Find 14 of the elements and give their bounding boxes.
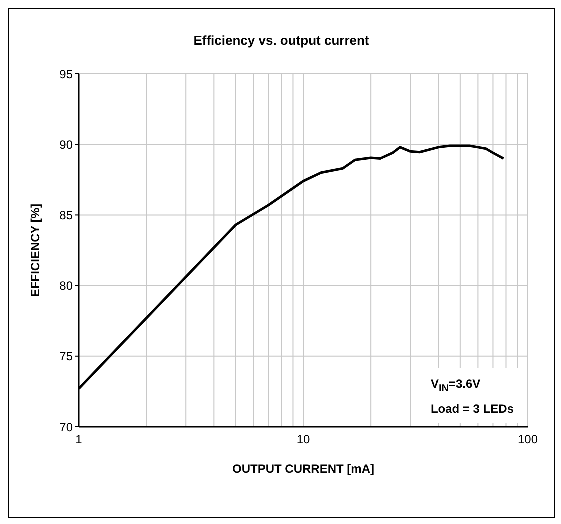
y-tick-label: 90: [60, 138, 74, 152]
y-axis-title: EFFICIENCY [%]: [28, 204, 42, 298]
y-tick-label: 80: [60, 279, 74, 294]
y-tick-label: 70: [60, 420, 74, 434]
chart-title: Efficiency vs. output current: [192, 33, 370, 48]
x-tick-label: 1: [76, 432, 83, 447]
x-axis-title: OUTPUT CURRENT [mA]: [232, 462, 374, 476]
y-tick-label: 85: [60, 208, 74, 222]
y-tick-label: 75: [60, 350, 74, 364]
x-tick-label: 10: [296, 432, 310, 447]
annotation: V$_{IN}$=3.6V: [430, 376, 482, 396]
annotation: Load = 3 LEDs: [430, 401, 514, 418]
y-tick-label: 95: [60, 67, 74, 82]
x-tick-label: 100: [518, 432, 538, 447]
